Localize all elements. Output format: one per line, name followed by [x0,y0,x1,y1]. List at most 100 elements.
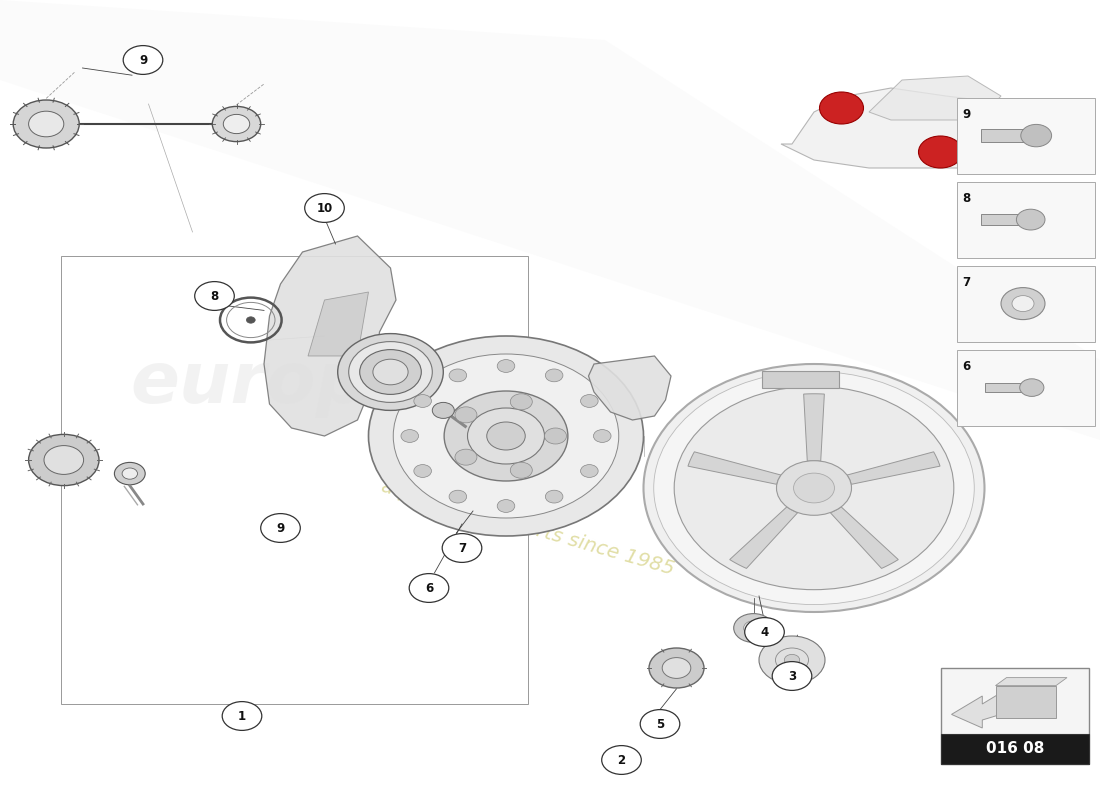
Circle shape [444,391,568,481]
Text: 9: 9 [139,54,147,66]
Bar [981,214,1025,225]
Text: 2: 2 [617,754,626,766]
Circle shape [468,408,544,464]
Circle shape [449,369,466,382]
Text: 1: 1 [238,710,246,722]
Circle shape [1021,124,1052,147]
Circle shape [510,394,532,410]
Circle shape [44,446,84,474]
Circle shape [602,746,641,774]
Circle shape [744,621,763,635]
Circle shape [360,350,421,394]
Circle shape [653,371,975,605]
Polygon shape [804,394,824,461]
Text: 016 08: 016 08 [986,742,1044,756]
Circle shape [649,648,704,688]
Circle shape [305,194,344,222]
Circle shape [674,386,954,590]
Polygon shape [869,76,1001,120]
Circle shape [918,136,962,168]
Text: 4: 4 [760,626,769,638]
Polygon shape [264,236,396,436]
Circle shape [368,336,644,536]
Circle shape [793,473,835,503]
Polygon shape [952,688,1009,728]
Circle shape [409,574,449,602]
Text: 7: 7 [962,276,970,289]
Circle shape [338,334,443,410]
Text: a passion for parts since 1985: a passion for parts since 1985 [379,477,676,579]
Circle shape [820,92,864,124]
Circle shape [1016,210,1045,230]
Bar [940,668,1089,764]
Text: 6: 6 [425,582,433,594]
Text: 9: 9 [962,108,970,121]
Text: 7: 7 [458,542,466,554]
Circle shape [581,394,598,407]
Circle shape [442,534,482,562]
Circle shape [497,360,515,372]
Circle shape [123,46,163,74]
Circle shape [546,369,563,382]
Text: 8: 8 [210,290,219,302]
Circle shape [784,654,800,666]
Circle shape [414,394,431,407]
Circle shape [510,462,532,478]
Bar [940,734,1089,764]
Circle shape [644,364,984,612]
Bar [957,182,1094,258]
Bar [984,383,1026,393]
Circle shape [414,465,431,478]
Bar [60,256,528,704]
Polygon shape [847,452,940,484]
Bar [957,350,1094,426]
Polygon shape [688,452,781,484]
Bar [762,371,839,389]
Text: 8: 8 [962,192,970,205]
Circle shape [581,465,598,478]
Circle shape [455,407,477,423]
Circle shape [114,462,145,485]
Circle shape [759,636,825,684]
Text: 6: 6 [962,360,970,373]
Circle shape [455,449,477,465]
Circle shape [546,490,563,503]
Polygon shape [308,292,369,356]
Circle shape [246,317,255,323]
Circle shape [662,658,691,678]
Polygon shape [996,678,1067,686]
Bar [981,130,1031,142]
Text: 3: 3 [788,670,796,682]
Polygon shape [0,0,1100,440]
Circle shape [449,490,466,503]
Circle shape [1020,379,1044,397]
Circle shape [261,514,300,542]
Circle shape [29,111,64,137]
Circle shape [122,468,138,479]
Circle shape [734,614,773,642]
Circle shape [640,710,680,738]
Circle shape [486,422,526,450]
Circle shape [195,282,234,310]
Circle shape [777,461,851,515]
Polygon shape [588,356,671,420]
Circle shape [13,100,79,148]
Bar [957,98,1094,174]
Circle shape [212,106,261,142]
Circle shape [544,428,566,444]
Text: 10: 10 [317,202,332,214]
Circle shape [29,434,99,486]
Bar [996,686,1056,718]
Text: 5: 5 [656,718,664,730]
Text: europarts: europarts [131,350,529,418]
Circle shape [1028,132,1072,164]
Circle shape [394,354,618,518]
Circle shape [1001,287,1045,319]
Circle shape [432,402,454,418]
Circle shape [222,702,262,730]
Circle shape [497,499,515,512]
Bar [957,266,1094,342]
Circle shape [349,342,432,402]
Circle shape [402,430,419,442]
Text: 9: 9 [276,522,285,534]
